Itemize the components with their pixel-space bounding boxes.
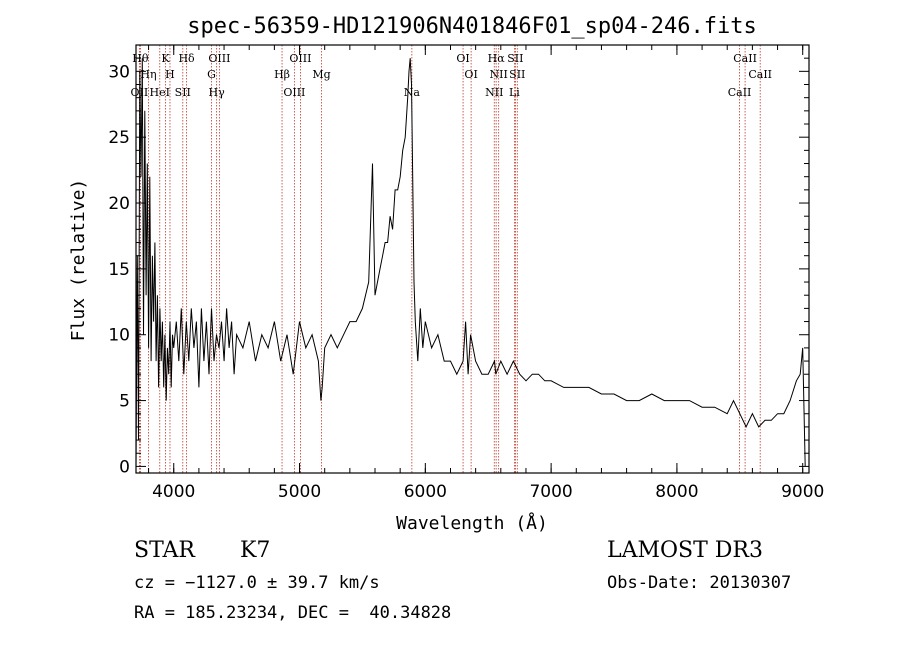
spectrum-line-0 <box>135 58 806 467</box>
redshift-velocity: cz = −1127.0 ± 39.7 km/s <box>134 573 380 593</box>
line-label-11: OIII <box>283 86 305 99</box>
object-type: STAR <box>134 538 195 563</box>
line-label-18: Hα <box>488 52 506 65</box>
x-tick-label-5: 9000 <box>781 482 824 502</box>
line-label-4: H <box>165 68 175 81</box>
line-label-17: NII <box>485 86 503 99</box>
line-label-10: Hβ <box>274 68 290 81</box>
line-label-15: OI <box>456 52 469 65</box>
y-axis-label: Flux (relative) <box>68 179 89 342</box>
y-tick-label-3: 15 <box>108 260 130 280</box>
coordinates: RA = 185.23234, DEC = 40.34828 <box>134 603 452 623</box>
line-label-6: Hδ <box>178 52 195 65</box>
line-label-24: CaII <box>733 52 757 65</box>
x-tick-label-0: 4000 <box>152 482 195 502</box>
x-axis-ticks: 4000 5000 6000 7000 8000 9000 <box>148 45 824 502</box>
line-label-8: Hγ <box>209 86 226 99</box>
y-axis-ticks: 0 5 10 15 20 25 30 <box>108 57 809 477</box>
plot-frame <box>135 44 810 474</box>
x-tick-label-1: 5000 <box>278 482 321 502</box>
spectrum-series <box>135 58 806 467</box>
line-label-3: K <box>161 52 170 65</box>
spectrum-chart: HθHηHeIKHSIIHδGHγOIIIHβOIIIOIIIMgNaOIOIN… <box>68 14 824 534</box>
line-label-23: CaII <box>728 86 752 99</box>
spectral-line-markers <box>138 45 761 473</box>
y-tick-label-0: 0 <box>119 457 130 477</box>
x-tick-label-2: 6000 <box>404 482 447 502</box>
spectral-subclass: K7 <box>240 538 271 563</box>
line-label-5: SII <box>175 86 191 99</box>
y-tick-label-5: 25 <box>108 128 130 148</box>
x-axis-label: Wavelength (Å) <box>396 512 548 534</box>
y-tick-label-6: 30 <box>108 62 130 82</box>
line-label-20: Li <box>509 86 520 99</box>
y-tick-label-4: 20 <box>108 194 130 214</box>
line-label-25: CaII <box>748 68 772 81</box>
x-tick-label-4: 8000 <box>655 482 698 502</box>
survey-name: LAMOST DR3 <box>607 538 763 563</box>
line-label-12: OIII <box>289 52 311 65</box>
observation-date: Obs-Date: 20130307 <box>607 573 792 593</box>
chart-title: spec-56359-HD121906N401846F01_sp04-246.f… <box>187 14 757 39</box>
spectral-line-labels: HθHηHeIKHSIIHδGHγOIIIHβOIIIOIIIMgNaOIOIN… <box>131 52 772 99</box>
line-label-2: HeI <box>150 86 170 99</box>
x-tick-label-3: 7000 <box>529 482 572 502</box>
line-label-7: G <box>207 68 216 81</box>
line-label-19: NII <box>490 68 508 81</box>
line-label-22: SII <box>509 68 525 81</box>
line-label-21: SII <box>507 52 523 65</box>
y-tick-label-1: 5 <box>119 392 130 412</box>
line-label-16: OI <box>464 68 477 81</box>
line-label-9: OIII <box>208 52 230 65</box>
line-label-13: Mg <box>312 68 330 81</box>
y-tick-label-2: 10 <box>108 326 130 346</box>
